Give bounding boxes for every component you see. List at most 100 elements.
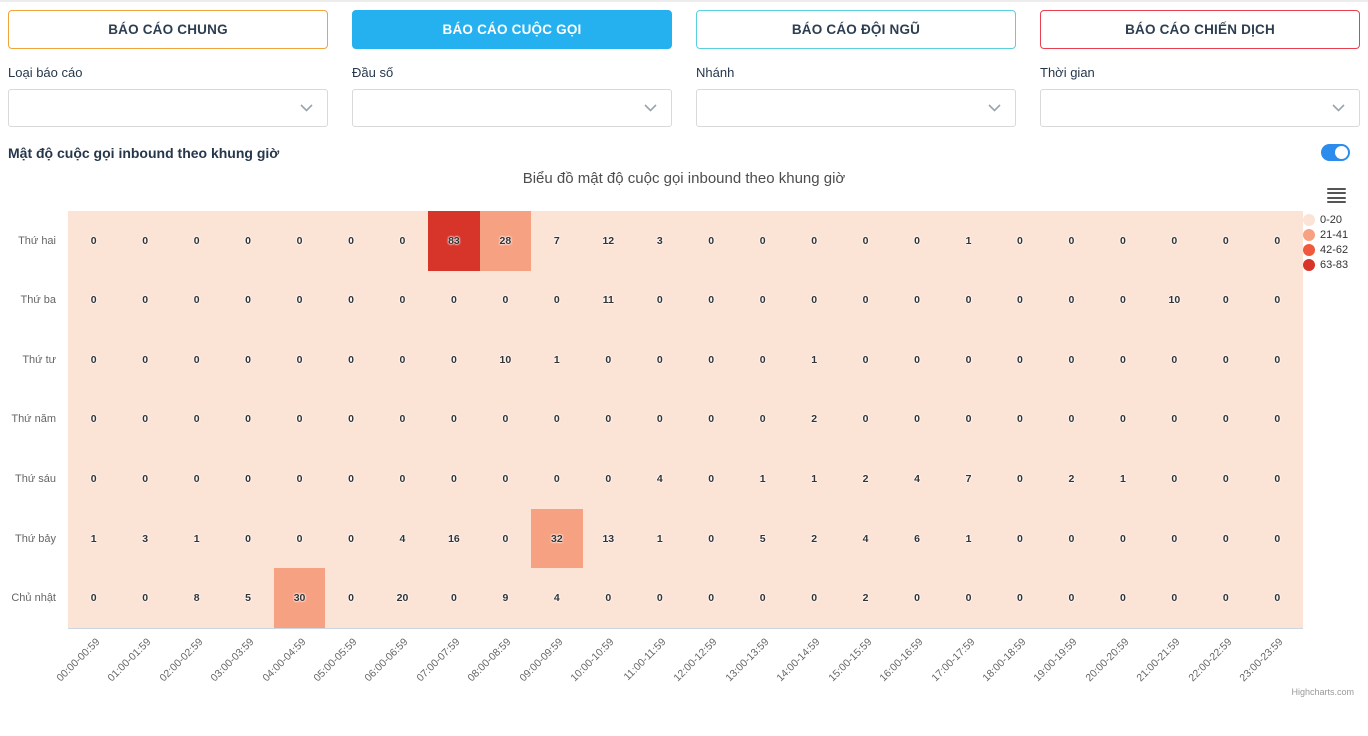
heatmap-cell[interactable]: 0 [1200, 270, 1252, 331]
heatmap-cell[interactable]: 4 [531, 568, 583, 628]
heatmap-cell[interactable]: 0 [119, 568, 171, 628]
filter-select-nhanh[interactable] [696, 89, 1016, 127]
heatmap-cell[interactable]: 1 [942, 211, 995, 271]
heatmap-cell[interactable]: 83 [428, 211, 480, 271]
inbound-density-toggle[interactable] [1321, 144, 1350, 161]
heatmap-cell[interactable]: 7 [942, 449, 995, 509]
heatmap-cell[interactable]: 0 [1045, 568, 1098, 628]
heatmap-cell[interactable]: 0 [994, 568, 1046, 628]
heatmap-cell[interactable]: 0 [891, 330, 943, 390]
heatmap-cell[interactable]: 0 [994, 211, 1046, 271]
heatmap-cell[interactable]: 0 [1200, 508, 1252, 569]
heatmap-cell[interactable]: 0 [1148, 330, 1201, 390]
heatmap-cell[interactable]: 0 [119, 389, 171, 450]
heatmap-cell[interactable]: 5 [736, 508, 789, 569]
heatmap-cell[interactable]: 0 [1200, 389, 1252, 450]
heatmap-cell[interactable]: 0 [376, 270, 429, 331]
heatmap-cell[interactable]: 0 [736, 389, 789, 450]
heatmap-cell[interactable]: 0 [428, 449, 480, 509]
heatmap-cell[interactable]: 0 [1045, 270, 1098, 331]
heatmap-cell[interactable]: 10 [1148, 270, 1201, 331]
heatmap-cell[interactable]: 0 [1251, 270, 1303, 331]
heatmap-cell[interactable]: 0 [942, 270, 995, 331]
chart-context-menu-icon[interactable] [1327, 188, 1346, 203]
heatmap-cell[interactable]: 1 [736, 449, 789, 509]
heatmap-cell[interactable]: 0 [376, 330, 429, 390]
heatmap-cell[interactable]: 9 [479, 568, 532, 628]
heatmap-cell[interactable]: 0 [222, 270, 274, 331]
heatmap-cell[interactable]: 0 [222, 449, 274, 509]
heatmap-cell[interactable]: 0 [1097, 568, 1149, 628]
tab-bao-cao-doi-ngu[interactable]: BÁO CÁO ĐỘI NGŨ [696, 10, 1016, 49]
heatmap-cell[interactable]: 2 [1045, 449, 1098, 509]
heatmap-cell[interactable]: 0 [479, 389, 532, 450]
heatmap-cell[interactable]: 1 [1097, 449, 1149, 509]
heatmap-cell[interactable]: 0 [1148, 568, 1201, 628]
heatmap-cell[interactable]: 0 [685, 270, 737, 331]
heatmap-cell[interactable]: 0 [325, 389, 377, 450]
heatmap-cell[interactable]: 0 [119, 330, 171, 390]
heatmap-cell[interactable]: 5 [222, 568, 274, 628]
heatmap-cell[interactable]: 0 [531, 389, 583, 450]
heatmap-cell[interactable]: 32 [531, 508, 583, 569]
heatmap-cell[interactable]: 0 [222, 330, 274, 390]
heatmap-cell[interactable]: 0 [1045, 389, 1098, 450]
heatmap-cell[interactable]: 0 [273, 211, 326, 271]
heatmap-cell[interactable]: 0 [1251, 508, 1303, 569]
heatmap-cell[interactable]: 0 [1251, 449, 1303, 509]
heatmap-cell[interactable]: 0 [325, 330, 377, 390]
heatmap-cell[interactable]: 12 [582, 211, 635, 271]
heatmap-cell[interactable]: 0 [1200, 449, 1252, 509]
heatmap-cell[interactable]: 0 [1251, 211, 1303, 271]
heatmap-cell[interactable]: 0 [273, 508, 326, 569]
heatmap-cell[interactable]: 0 [119, 270, 171, 331]
heatmap-cell[interactable]: 0 [736, 330, 789, 390]
heatmap-cell[interactable]: 3 [119, 508, 171, 569]
heatmap-cell[interactable]: 7 [531, 211, 583, 271]
heatmap-cell[interactable]: 3 [634, 211, 686, 271]
heatmap-cell[interactable]: 1 [170, 508, 223, 569]
heatmap-cell[interactable]: 4 [891, 449, 943, 509]
heatmap-cell[interactable]: 0 [1251, 568, 1303, 628]
tab-bao-cao-chien-dich[interactable]: BÁO CÁO CHIẾN DỊCH [1040, 10, 1360, 49]
heatmap-cell[interactable]: 0 [325, 449, 377, 509]
heatmap-cell[interactable]: 0 [1200, 211, 1252, 271]
heatmap-cell[interactable]: 16 [428, 508, 480, 569]
heatmap-cell[interactable]: 10 [479, 330, 532, 390]
heatmap-cell[interactable]: 4 [376, 508, 429, 569]
heatmap-cell[interactable]: 2 [839, 449, 892, 509]
highcharts-credit[interactable]: Highcharts.com [1291, 687, 1354, 697]
heatmap-cell[interactable]: 11 [582, 270, 635, 331]
heatmap-cell[interactable]: 0 [1097, 270, 1149, 331]
tab-bao-cao-chung[interactable]: BÁO CÁO CHUNG [8, 10, 328, 49]
heatmap-cell[interactable]: 0 [942, 389, 995, 450]
legend-item[interactable]: 63-83 [1303, 258, 1365, 272]
heatmap-cell[interactable]: 0 [170, 449, 223, 509]
heatmap-cell[interactable]: 1 [788, 449, 840, 509]
heatmap-cell[interactable]: 0 [1251, 330, 1303, 390]
heatmap-cell[interactable]: 0 [891, 270, 943, 331]
heatmap-cell[interactable]: 0 [170, 270, 223, 331]
heatmap-cell[interactable]: 0 [119, 211, 171, 271]
legend-item[interactable]: 42-62 [1303, 243, 1365, 257]
heatmap-cell[interactable]: 0 [736, 568, 789, 628]
heatmap-cell[interactable]: 0 [1097, 389, 1149, 450]
heatmap-cell[interactable]: 0 [1148, 389, 1201, 450]
heatmap-cell[interactable]: 0 [1045, 330, 1098, 390]
legend-item[interactable]: 21-41 [1303, 228, 1365, 242]
heatmap-cell[interactable]: 0 [788, 211, 840, 271]
heatmap-cell[interactable]: 1 [634, 508, 686, 569]
heatmap-cell[interactable]: 0 [222, 508, 274, 569]
heatmap-cell[interactable]: 1 [942, 508, 995, 569]
heatmap-cell[interactable]: 20 [376, 568, 429, 628]
heatmap-cell[interactable]: 0 [119, 449, 171, 509]
heatmap-cell[interactable]: 0 [273, 389, 326, 450]
heatmap-cell[interactable]: 0 [325, 270, 377, 331]
heatmap-cell[interactable]: 13 [582, 508, 635, 569]
heatmap-cell[interactable]: 0 [839, 330, 892, 390]
heatmap-cell[interactable]: 0 [942, 330, 995, 390]
heatmap-cell[interactable]: 0 [1045, 508, 1098, 569]
heatmap-cell[interactable]: 0 [273, 330, 326, 390]
heatmap-cell[interactable]: 0 [376, 211, 429, 271]
heatmap-cell[interactable]: 2 [788, 508, 840, 569]
